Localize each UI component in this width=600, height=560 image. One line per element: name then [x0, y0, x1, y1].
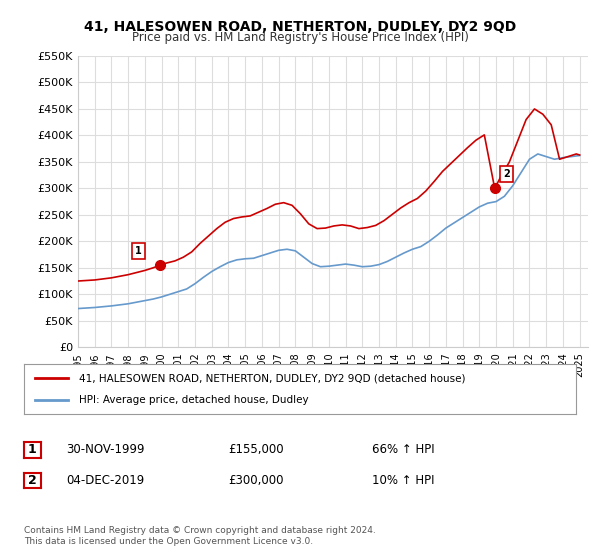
Text: 30-NOV-1999: 30-NOV-1999	[66, 443, 145, 456]
Text: £300,000: £300,000	[228, 474, 284, 487]
Text: 1: 1	[135, 246, 142, 256]
Text: 1: 1	[28, 443, 37, 456]
Text: 41, HALESOWEN ROAD, NETHERTON, DUDLEY, DY2 9QD (detached house): 41, HALESOWEN ROAD, NETHERTON, DUDLEY, D…	[79, 373, 466, 383]
Text: HPI: Average price, detached house, Dudley: HPI: Average price, detached house, Dudl…	[79, 395, 309, 405]
Text: 2: 2	[28, 474, 37, 487]
Text: £155,000: £155,000	[228, 443, 284, 456]
Text: Price paid vs. HM Land Registry's House Price Index (HPI): Price paid vs. HM Land Registry's House …	[131, 31, 469, 44]
Text: 2: 2	[503, 169, 510, 179]
Text: Contains HM Land Registry data © Crown copyright and database right 2024.
This d: Contains HM Land Registry data © Crown c…	[24, 526, 376, 546]
Text: 66% ↑ HPI: 66% ↑ HPI	[372, 443, 434, 456]
Text: 41, HALESOWEN ROAD, NETHERTON, DUDLEY, DY2 9QD: 41, HALESOWEN ROAD, NETHERTON, DUDLEY, D…	[84, 20, 516, 34]
Text: 10% ↑ HPI: 10% ↑ HPI	[372, 474, 434, 487]
Text: 04-DEC-2019: 04-DEC-2019	[66, 474, 144, 487]
